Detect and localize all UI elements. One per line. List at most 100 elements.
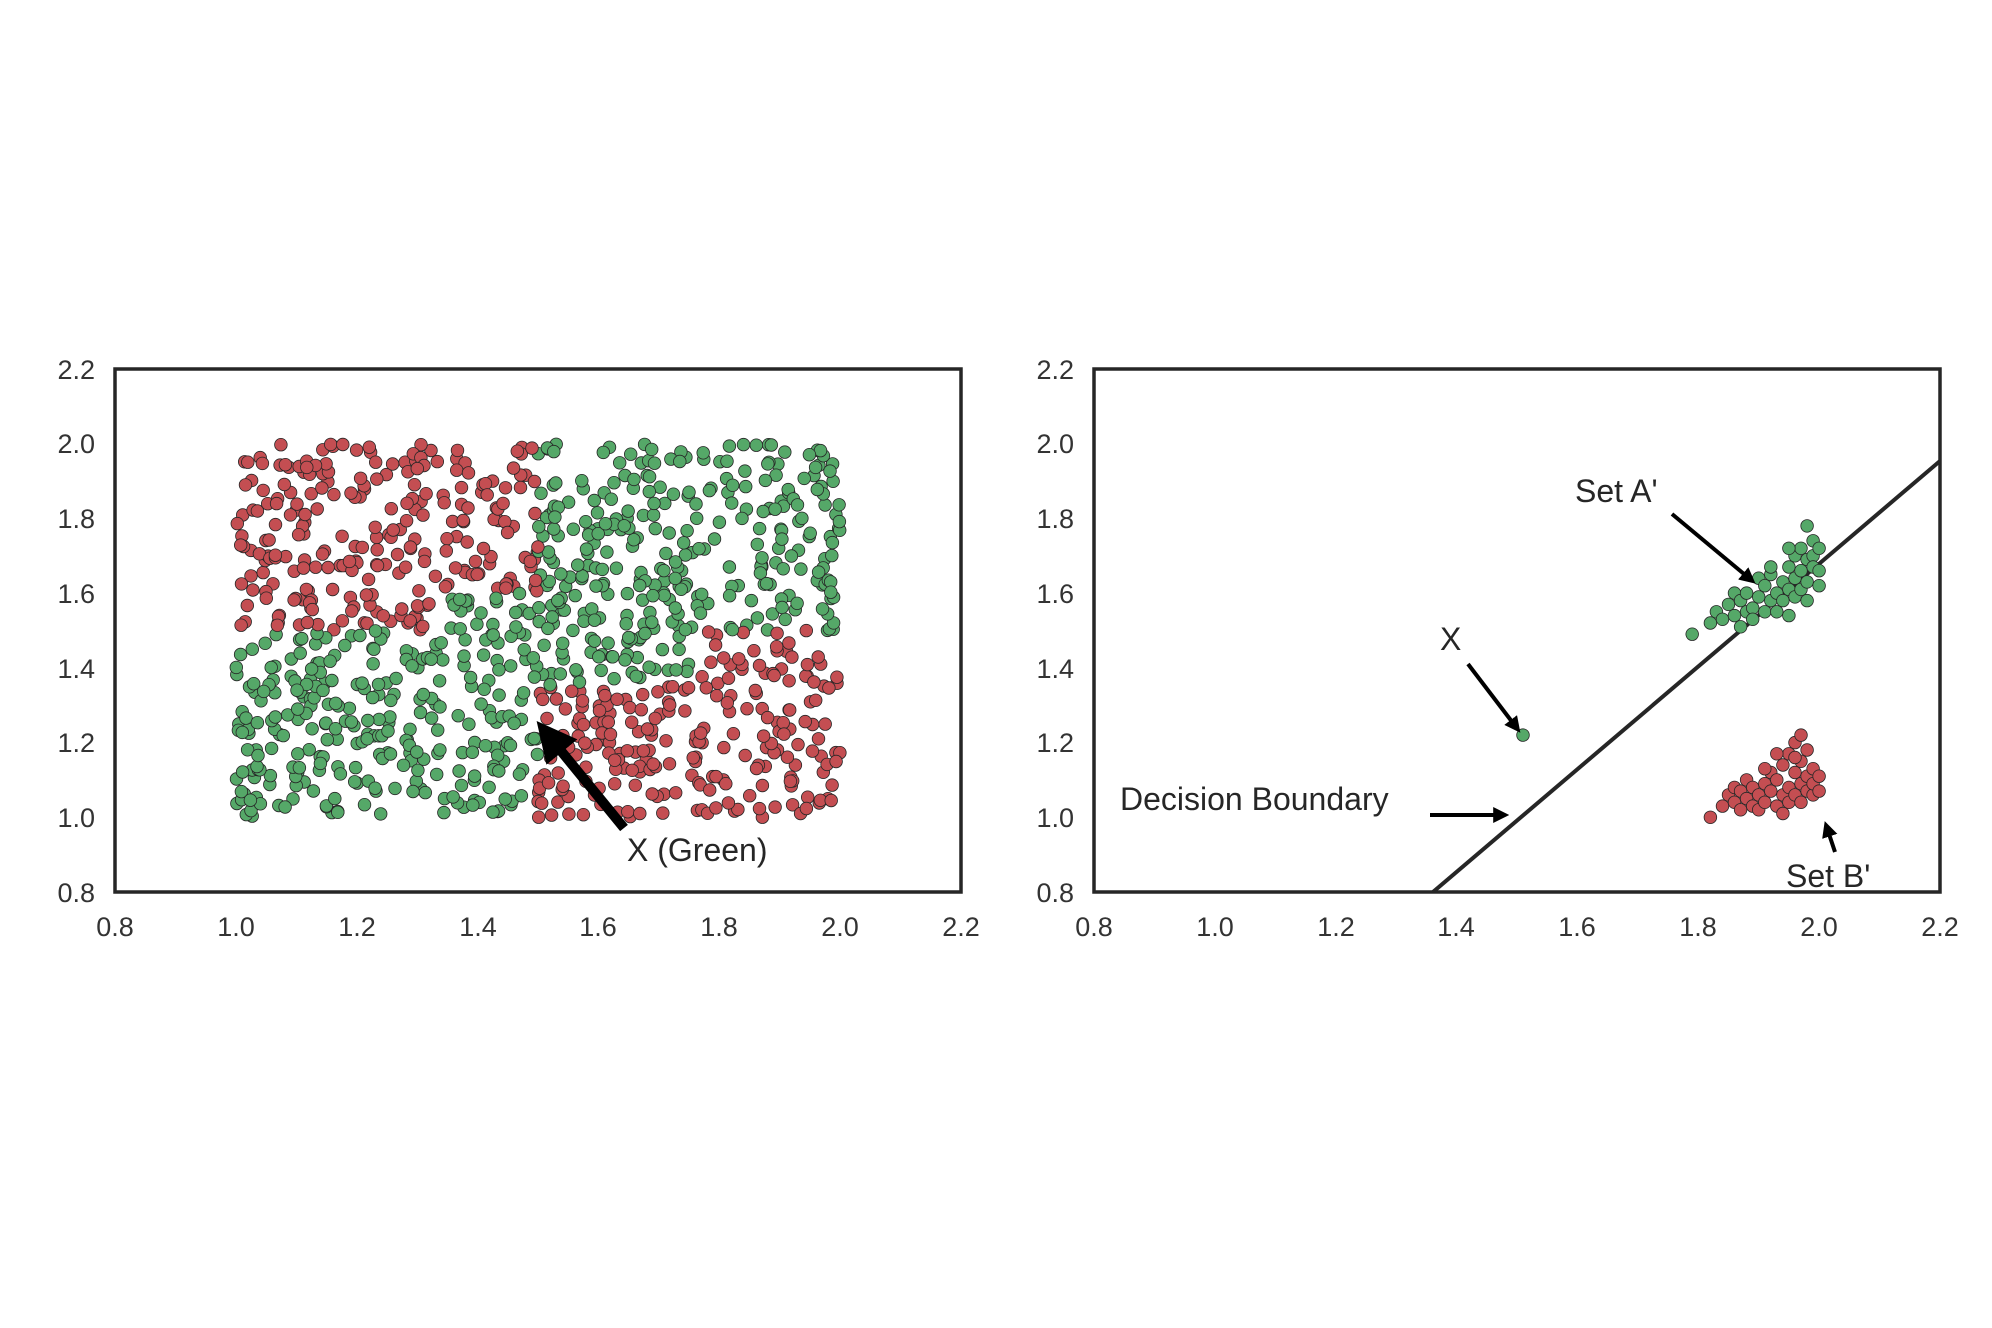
green-point: [514, 789, 529, 803]
annotation-x: X: [1440, 621, 1521, 733]
red-point: [738, 748, 752, 763]
red-point: [556, 779, 570, 793]
x-tick-label: 2.2: [1921, 912, 1959, 942]
green-point: [462, 717, 476, 731]
green-point: [1733, 620, 1748, 634]
green-point: [832, 514, 847, 529]
green-point: [240, 743, 255, 757]
red-point: [305, 602, 320, 617]
red-point: [296, 561, 311, 575]
red-point: [278, 458, 293, 472]
red-point: [1794, 728, 1808, 742]
red-point: [400, 496, 414, 511]
x-tick-label: 1.0: [1196, 912, 1234, 942]
green-point: [306, 784, 321, 798]
red-point: [788, 758, 803, 772]
green-point: [1812, 564, 1826, 578]
green-point: [645, 442, 659, 457]
red-point: [633, 806, 647, 821]
red-point: [740, 702, 754, 716]
green-point: [1782, 541, 1796, 556]
green-point: [551, 593, 565, 608]
red-point: [506, 461, 521, 475]
red-point: [386, 523, 400, 537]
green-point: [633, 578, 647, 593]
green-point: [371, 677, 386, 692]
green-point: [648, 521, 663, 536]
red-point: [748, 683, 763, 698]
red-point: [476, 541, 491, 556]
green-point: [778, 612, 792, 627]
green-point: [504, 659, 518, 673]
green-point: [601, 636, 615, 650]
red-point: [500, 525, 515, 540]
green-point: [492, 663, 506, 677]
green-point: [587, 634, 602, 648]
red-point: [1812, 769, 1826, 783]
green-point: [355, 676, 369, 690]
red-point: [250, 504, 265, 518]
green-point: [647, 456, 662, 470]
red-point: [1812, 784, 1826, 798]
red-point: [782, 674, 796, 688]
x-tick-label: 2.2: [942, 912, 980, 942]
green-point: [553, 667, 568, 681]
red-point: [562, 807, 576, 821]
green-point: [744, 593, 759, 608]
red-point: [428, 569, 443, 584]
green-point: [290, 683, 304, 697]
green-point: [467, 769, 482, 783]
green-point: [233, 647, 248, 662]
green-point: [477, 682, 491, 697]
red-point: [625, 715, 639, 729]
red-point: [799, 623, 814, 638]
green-point: [736, 437, 751, 452]
green-point: [613, 456, 627, 470]
red-point: [720, 696, 735, 710]
green-point: [411, 763, 425, 778]
green-point: [1764, 560, 1778, 574]
green-point: [696, 446, 710, 460]
red-point: [461, 501, 475, 515]
red-point: [454, 480, 469, 495]
y-tick-label: 2.0: [1036, 429, 1074, 459]
green-point: [617, 519, 631, 533]
red-point: [721, 671, 736, 685]
red-point: [403, 540, 418, 554]
green-point: [720, 454, 734, 468]
red-point: [461, 466, 476, 480]
red-point: [528, 573, 543, 588]
red-point: [370, 472, 384, 486]
red-point: [798, 714, 812, 729]
green-point: [545, 610, 559, 624]
y-tick-label: 2.2: [57, 355, 95, 385]
red-point: [300, 615, 315, 630]
red-point: [353, 471, 368, 486]
green-point: [367, 642, 381, 656]
green-point: [646, 589, 660, 603]
green-point: [432, 674, 447, 688]
red-point: [669, 786, 683, 800]
red-point: [525, 441, 539, 455]
red-point: [575, 694, 590, 708]
green-point: [302, 743, 316, 757]
green-point: [722, 439, 737, 453]
red-point: [1770, 773, 1784, 787]
y-tick-label: 0.8: [57, 878, 95, 908]
red-point: [747, 644, 761, 658]
green-point: [532, 601, 546, 615]
red-point: [536, 692, 550, 707]
red-point: [468, 554, 483, 569]
green-point: [589, 579, 603, 593]
annotation-decision-boundary: Decision Boundary: [1120, 781, 1510, 823]
red-point: [355, 540, 370, 555]
green-point: [361, 713, 375, 728]
red-point: [412, 584, 426, 598]
annotation-arrow: [1466, 662, 1521, 733]
green-point: [674, 582, 688, 597]
red-point: [721, 796, 736, 810]
green-point: [410, 745, 424, 759]
right-x-tick-labels: 0.8 1.0 1.2 1.4 1.6 1.8 2.0 2.2: [1075, 912, 1959, 942]
red-point: [544, 808, 559, 822]
green-point: [752, 521, 767, 536]
